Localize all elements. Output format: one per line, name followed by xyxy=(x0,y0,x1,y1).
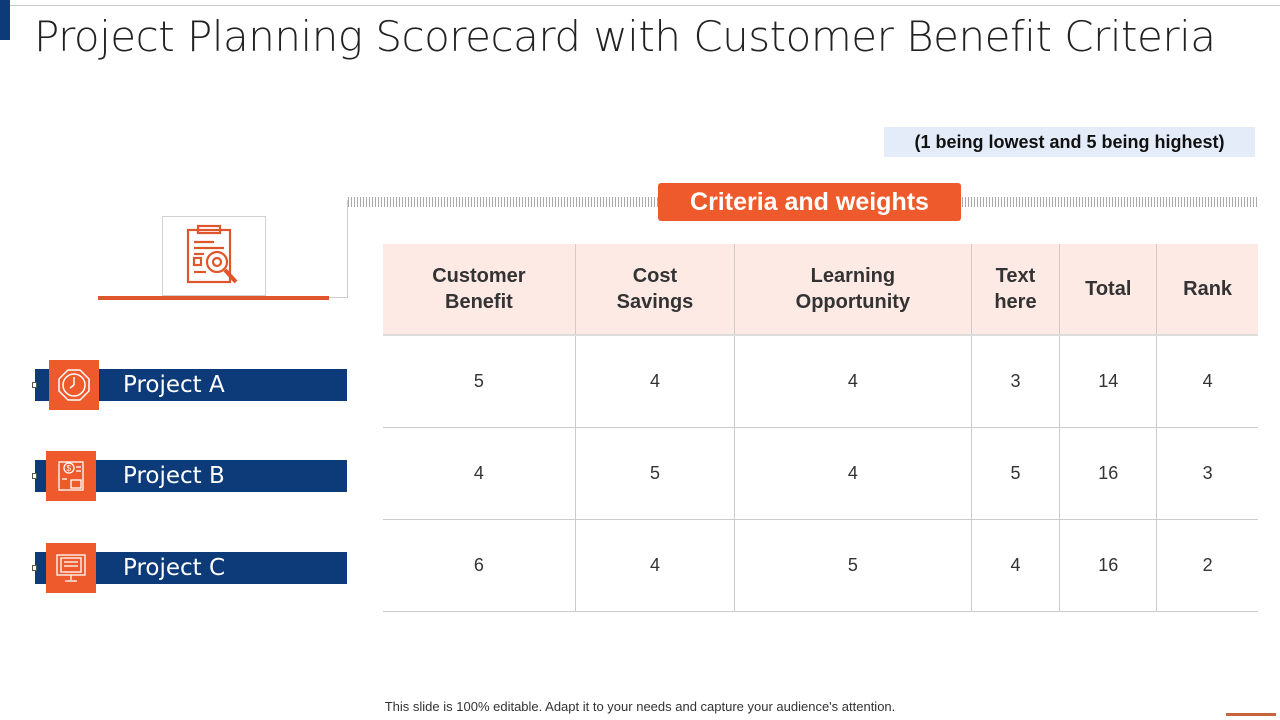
project-a-label: Project A xyxy=(32,360,347,410)
finance-document-icon: $ xyxy=(46,451,96,501)
column-header: Customer Benefit xyxy=(383,244,576,336)
footer-accent-line xyxy=(1226,713,1276,716)
table-cell: 5 xyxy=(574,427,735,520)
table-row: 5 4 4 3 14 4 xyxy=(383,335,1258,428)
column-header: Rank xyxy=(1156,244,1258,336)
page-title: Project Planning Scorecard with Customer… xyxy=(34,12,1216,61)
table-cell: 6 xyxy=(383,519,576,612)
project-c-label: Project C xyxy=(32,543,347,593)
bracket-line xyxy=(328,297,348,298)
table-cell: 3 xyxy=(970,335,1060,428)
scorecard-icon-box xyxy=(162,216,266,296)
table-row: 6 4 5 4 16 2 xyxy=(383,519,1258,612)
table-cell: 4 xyxy=(1156,335,1258,428)
column-header: Cost Savings xyxy=(574,244,735,336)
top-divider xyxy=(10,5,1280,6)
clipboard-gear-search-icon xyxy=(186,224,238,284)
icon-underline xyxy=(98,296,329,300)
table-cell: 5 xyxy=(970,427,1060,520)
table-cell: 4 xyxy=(383,427,576,520)
clock-icon xyxy=(49,360,99,410)
title-accent-bar xyxy=(0,0,10,40)
project-name: Project A xyxy=(123,372,225,398)
column-header: Learning Opportunity xyxy=(734,244,972,336)
project-b-label: $ Project B xyxy=(32,451,347,501)
bracket-line xyxy=(347,200,348,298)
connector-dot xyxy=(32,382,37,388)
table-header-row: Customer Benefit Cost Savings Learning Oppo… xyxy=(383,244,1258,336)
monitor-icon xyxy=(46,543,96,593)
scorecard-table: Customer Benefit Cost Savings Learning Oppo… xyxy=(383,244,1258,612)
hatch-divider-left xyxy=(348,197,658,207)
table-cell: 16 xyxy=(1059,427,1157,520)
table-cell: 4 xyxy=(970,519,1060,612)
table-cell: 5 xyxy=(383,335,576,428)
table-cell: 4 xyxy=(734,427,972,520)
project-name: Project B xyxy=(123,463,225,489)
table-cell: 5 xyxy=(734,519,972,612)
table-cell: 3 xyxy=(1156,427,1258,520)
table-cell: 2 xyxy=(1156,519,1258,612)
connector-dot xyxy=(32,565,37,571)
table-cell: 4 xyxy=(574,519,735,612)
svg-text:$: $ xyxy=(67,464,72,473)
column-header: Text here xyxy=(970,244,1060,336)
table-cell: 4 xyxy=(734,335,972,428)
scale-note: (1 being lowest and 5 being highest) xyxy=(884,127,1255,157)
column-header: Total xyxy=(1059,244,1157,336)
table-cell: 14 xyxy=(1059,335,1157,428)
connector-dot xyxy=(32,473,37,479)
criteria-heading: Criteria and weights xyxy=(658,183,961,221)
table-row: 4 5 4 5 16 3 xyxy=(383,427,1258,520)
table-cell: 16 xyxy=(1059,519,1157,612)
table-cell: 4 xyxy=(574,335,735,428)
project-name: Project C xyxy=(123,555,226,581)
hatch-divider-right xyxy=(962,197,1258,207)
footer-note: This slide is 100% editable. Adapt it to… xyxy=(384,699,896,714)
